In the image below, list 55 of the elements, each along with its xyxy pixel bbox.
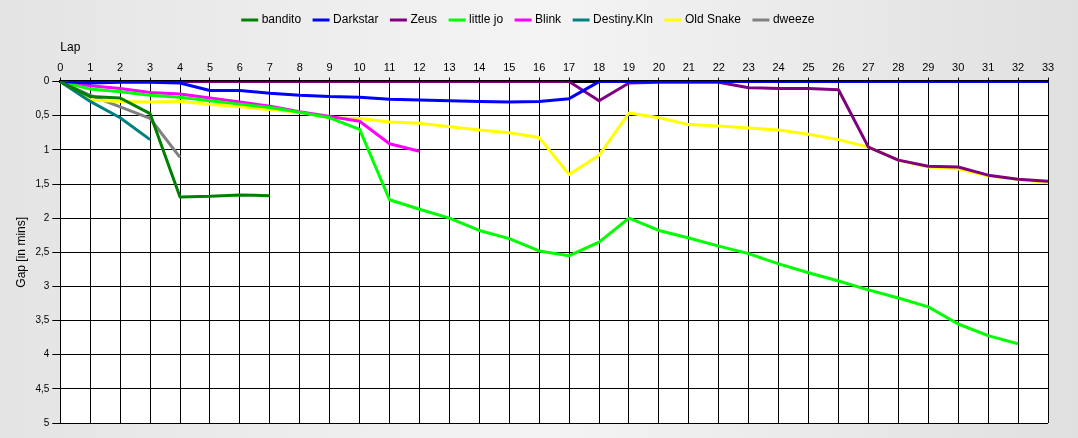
x-tick-label: 32 [1011, 61, 1025, 74]
x-tick-label: 23 [742, 61, 755, 74]
x-tick-label: 33 [1041, 61, 1055, 74]
y-tick-label: 4,5 [35, 382, 50, 394]
legend-label: bandito [261, 12, 302, 27]
x-tick-label: 15 [503, 61, 516, 74]
x-axis-title: Lap [60, 39, 81, 54]
y-tick-label: 3,5 [35, 314, 50, 326]
x-tick-label: 12 [413, 61, 426, 74]
x-tick-label: 18 [592, 61, 606, 74]
y-axis-title: Gap [in mins] [13, 216, 28, 288]
x-tick-label: 21 [682, 61, 695, 74]
x-tick-label: 24 [772, 61, 785, 74]
x-tick-label: 28 [892, 61, 905, 74]
legend-label: Darkstar [333, 12, 379, 27]
x-tick-label: 30 [952, 61, 965, 74]
x-tick-label: 26 [832, 61, 845, 74]
y-tick-label: 1 [43, 143, 50, 155]
x-tick-label: 25 [802, 61, 815, 74]
x-tick-label: 7 [266, 61, 273, 74]
y-tick-label: 0 [43, 75, 50, 87]
x-tick-label: 0 [57, 61, 64, 74]
x-tick-label: 4 [176, 61, 184, 74]
legend-label: Zeus [410, 12, 438, 27]
x-tick-label: 29 [922, 61, 935, 74]
x-tick-label: 9 [326, 61, 333, 74]
legend-label: Destiny.Kln [593, 12, 653, 27]
y-tick-label: 5 [43, 416, 50, 428]
x-tick-label: 14 [473, 61, 486, 74]
x-tick-label: 5 [206, 61, 214, 74]
y-tick-label: 2 [43, 211, 50, 223]
x-tick-label: 3 [147, 61, 154, 74]
y-tick-label: 0,5 [35, 109, 50, 121]
y-tick-label: 2,5 [35, 246, 50, 258]
x-tick-label: 19 [622, 61, 636, 74]
x-tick-label: 20 [652, 61, 666, 74]
y-tick-label: 3 [43, 280, 50, 292]
y-tick-label: 1,5 [35, 177, 50, 189]
y-tick-label: 4 [43, 348, 50, 360]
x-tick-label: 6 [236, 61, 243, 74]
x-tick-label: 13 [443, 61, 456, 74]
legend-label: Blink [535, 12, 563, 27]
x-tick-label: 16 [533, 61, 546, 74]
legend-label: dweeze [772, 12, 815, 27]
legend-label: Old Snake [684, 12, 742, 27]
x-tick-label: 11 [383, 61, 396, 74]
x-tick-label: 22 [712, 61, 725, 74]
x-tick-label: 31 [982, 61, 995, 74]
legend-label: little jo [469, 12, 504, 27]
x-tick-label: 1 [87, 61, 94, 74]
x-tick-label: 8 [296, 61, 303, 74]
x-tick-label: 10 [353, 61, 366, 74]
x-tick-label: 17 [562, 61, 576, 74]
x-tick-label: 2 [117, 61, 124, 74]
x-tick-label: 27 [862, 61, 875, 74]
